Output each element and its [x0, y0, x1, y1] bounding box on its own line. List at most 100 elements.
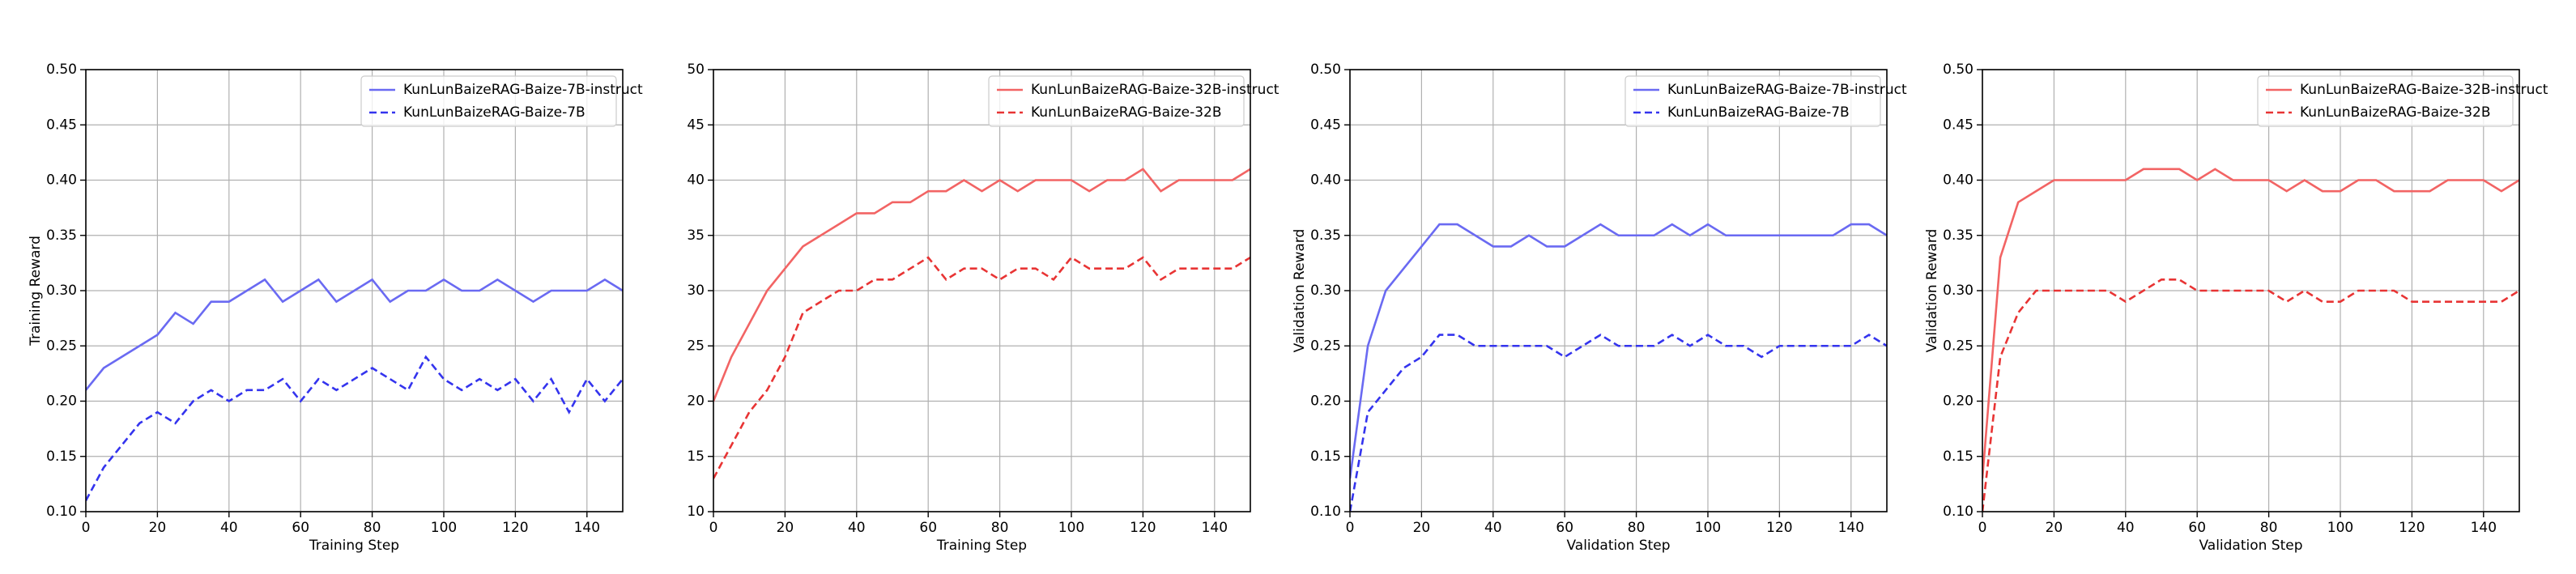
x-tick-label: 120 — [1766, 520, 1792, 536]
y-tick-label: 20 — [687, 393, 705, 410]
legend-label: KunLunBaizeRAG-Baize-7B-instruct — [403, 82, 643, 98]
legend: KunLunBaizeRAG-Baize-7B-instruct KunLunBa… — [1624, 75, 1907, 127]
y-tick-label: 0.30 — [46, 283, 77, 299]
x-tick-label: 0 — [1978, 520, 1987, 536]
y-tick-label: 0.10 — [1943, 504, 1974, 520]
legend-label: KunLunBaizeRAG-Baize-32B-instruct — [1031, 82, 1279, 98]
x-tick-label: 80 — [1628, 520, 1646, 536]
x-tick-label: 40 — [220, 520, 238, 536]
legend-box — [2257, 75, 2514, 127]
legend-label: KunLunBaizeRAG-Baize-7B — [1667, 104, 1850, 121]
y-tick-label: 0.25 — [1943, 338, 1974, 354]
data-line — [713, 256, 1250, 479]
y-tick-label: 0.45 — [46, 117, 77, 133]
x-tick-label: 20 — [149, 520, 167, 536]
x-tick-label: 40 — [848, 520, 866, 536]
y-tick-label: 0.40 — [46, 172, 77, 189]
data-line — [1350, 223, 1887, 479]
y-tick-label: 0.45 — [1310, 117, 1341, 133]
x-tick-label: 100 — [2327, 520, 2353, 536]
x-tick-label: 80 — [991, 520, 1009, 536]
y-tick-label: 45 — [687, 117, 705, 133]
legend: KunLunBaizeRAG-Baize-32B-instruct KunLunB… — [2257, 75, 2548, 127]
data-line — [86, 278, 623, 391]
y-tick-label: 50 — [687, 62, 705, 78]
data-line — [1982, 168, 2519, 479]
x-tick-label: 120 — [502, 520, 528, 536]
y-tick-label: 40 — [687, 172, 705, 189]
x-tick-label: 60 — [292, 520, 309, 536]
y-tick-label: 15 — [687, 449, 705, 465]
y-tick-label: 35 — [687, 227, 705, 244]
data-line — [86, 355, 623, 501]
y-tick-label: 0.35 — [1943, 227, 1974, 244]
x-tick-label: 80 — [2260, 520, 2278, 536]
data-line — [1982, 278, 2519, 512]
x-axis-label: Validation Step — [1566, 538, 1670, 554]
y-axis-label: Validation Reward — [1292, 229, 1308, 353]
y-tick-label: 0.40 — [1943, 172, 1974, 189]
x-tick-label: 100 — [431, 520, 457, 536]
subplot: 0 20 40 60 80 100 120 140 0.10 0.15 0.20 0.25 0.30 0.… — [1924, 62, 2548, 554]
y-tick-label: 0.50 — [1943, 62, 1974, 78]
x-tick-label: 0 — [709, 520, 718, 536]
y-tick-label: 0.20 — [46, 393, 77, 410]
y-tick-label: 0.30 — [1310, 283, 1341, 299]
axes-frame — [1349, 69, 1888, 512]
y-tick-label: 0.15 — [1310, 449, 1341, 465]
y-tick-label: 0.15 — [1943, 449, 1974, 465]
x-axis-label: Validation Step — [2199, 538, 2302, 554]
y-axis-label: Validation Reward — [1924, 229, 1940, 353]
axes-frame — [713, 69, 1251, 512]
legend-box — [1624, 75, 1881, 127]
x-tick-label: 80 — [364, 520, 381, 536]
legend: KunLunBaizeRAG-Baize-32B-instruct KunLunB… — [988, 75, 1279, 127]
y-tick-label: 0.30 — [1943, 283, 1974, 299]
legend-label: KunLunBaizeRAG-Baize-7B — [403, 104, 585, 121]
y-axis-label: Training Reward — [28, 236, 44, 347]
y-tick-label: 0.15 — [46, 449, 77, 465]
y-tick-label: 25 — [687, 338, 705, 354]
x-tick-label: 20 — [1413, 520, 1431, 536]
x-tick-label: 140 — [2471, 520, 2497, 536]
x-tick-label: 140 — [1202, 520, 1228, 536]
y-tick-label: 0.40 — [1310, 172, 1341, 189]
x-axis-label: Training Step — [936, 538, 1027, 554]
x-tick-label: 100 — [1058, 520, 1084, 536]
subplot: 0 20 40 60 80 100 120 140 0.10 0.15 0.20 0.25 0.30 0.… — [28, 62, 643, 554]
subplot: 0 20 40 60 80 100 120 140 0.10 0.15 0.20 0.25 0.30 0.… — [1292, 62, 1907, 554]
y-tick-label: 0.50 — [1310, 62, 1341, 78]
x-tick-label: 0 — [1346, 520, 1355, 536]
x-axis-label: Training Step — [309, 538, 399, 554]
legend-label: KunLunBaizeRAG-Baize-7B-instruct — [1667, 82, 1907, 98]
data-line — [713, 168, 1250, 402]
y-tick-label: 0.35 — [46, 227, 77, 244]
x-tick-label: 60 — [919, 520, 937, 536]
x-tick-label: 40 — [2117, 520, 2135, 536]
y-tick-label: 0.35 — [1310, 227, 1341, 244]
legend-label: KunLunBaizeRAG-Baize-32B — [1031, 104, 1222, 121]
y-tick-label: 0.20 — [1943, 393, 1974, 410]
legend-box — [988, 75, 1245, 127]
axes-frame — [1982, 69, 2520, 512]
legend: KunLunBaizeRAG-Baize-7B-instruct KunLunBa… — [360, 75, 643, 127]
x-tick-label: 120 — [1130, 520, 1156, 536]
axes-frame — [85, 69, 624, 512]
y-tick-label: 0.10 — [1310, 504, 1341, 520]
x-tick-label: 20 — [777, 520, 794, 536]
legend-box — [360, 75, 617, 127]
legend-label: KunLunBaizeRAG-Baize-32B — [2300, 104, 2491, 121]
x-tick-label: 120 — [2399, 520, 2425, 536]
x-tick-label: 60 — [1556, 520, 1573, 536]
y-tick-label: 0.10 — [46, 504, 77, 520]
y-tick-label: 0.20 — [1310, 393, 1341, 410]
x-tick-label: 20 — [2046, 520, 2063, 536]
x-tick-label: 140 — [574, 520, 600, 536]
y-tick-label: 10 — [687, 504, 705, 520]
y-tick-label: 0.45 — [1943, 117, 1974, 133]
y-tick-label: 0.25 — [46, 338, 77, 354]
y-tick-label: 30 — [687, 283, 705, 299]
x-tick-label: 100 — [1695, 520, 1721, 536]
subplot: 0 20 40 60 80 100 120 140 10 15 20 25 30 35 40 45 50 Trai… — [687, 62, 1279, 554]
